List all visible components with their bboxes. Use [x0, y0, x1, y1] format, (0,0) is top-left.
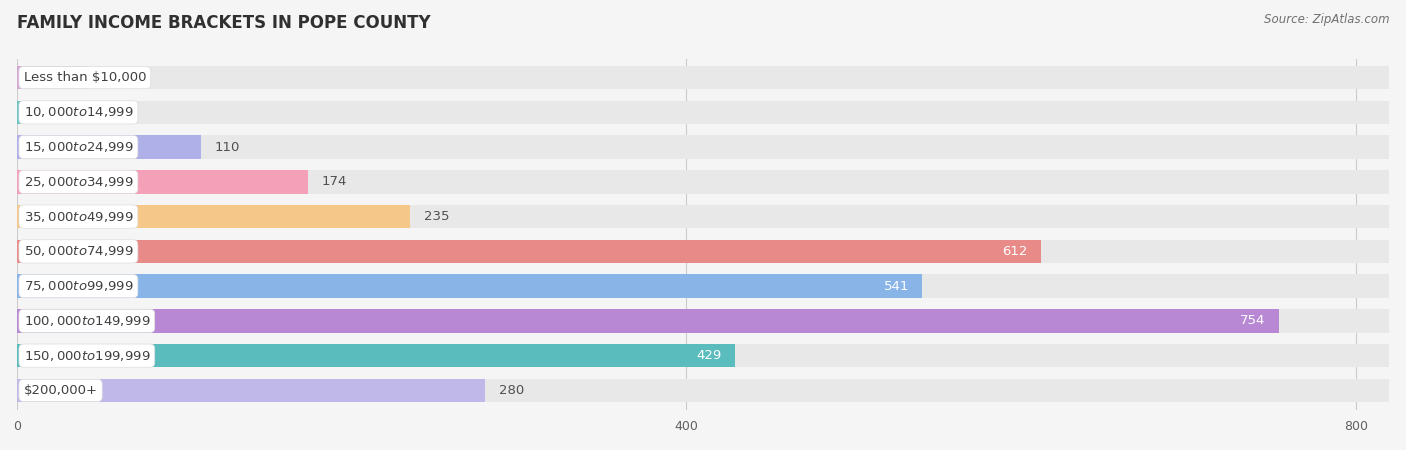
Text: 42: 42: [101, 71, 118, 84]
Text: 612: 612: [1002, 245, 1028, 258]
Text: 110: 110: [214, 140, 239, 153]
Text: $15,000 to $24,999: $15,000 to $24,999: [24, 140, 134, 154]
Bar: [17, 344, 735, 368]
Text: $75,000 to $99,999: $75,000 to $99,999: [24, 279, 134, 293]
Bar: [17, 378, 1389, 402]
Bar: [17, 344, 1389, 368]
Bar: [17, 274, 1389, 298]
Text: 754: 754: [1240, 315, 1265, 328]
Text: 45: 45: [105, 106, 122, 119]
Text: 429: 429: [696, 349, 721, 362]
Bar: [17, 309, 1278, 333]
Bar: [17, 135, 1389, 159]
Text: 174: 174: [322, 176, 347, 189]
Text: 235: 235: [423, 210, 449, 223]
Bar: [17, 239, 1040, 263]
Text: $35,000 to $49,999: $35,000 to $49,999: [24, 210, 134, 224]
Text: FAMILY INCOME BRACKETS IN POPE COUNTY: FAMILY INCOME BRACKETS IN POPE COUNTY: [17, 14, 430, 32]
Text: Less than $10,000: Less than $10,000: [24, 71, 146, 84]
Text: 541: 541: [883, 279, 908, 292]
Bar: [17, 135, 201, 159]
Text: Source: ZipAtlas.com: Source: ZipAtlas.com: [1264, 14, 1389, 27]
Text: $200,000+: $200,000+: [24, 384, 97, 397]
Bar: [17, 205, 411, 229]
Bar: [17, 66, 87, 90]
Bar: [17, 100, 1389, 124]
Bar: [17, 239, 1389, 263]
Bar: [17, 205, 1389, 229]
Bar: [17, 274, 922, 298]
Text: $10,000 to $14,999: $10,000 to $14,999: [24, 105, 134, 119]
Text: $25,000 to $34,999: $25,000 to $34,999: [24, 175, 134, 189]
Text: $150,000 to $199,999: $150,000 to $199,999: [24, 349, 150, 363]
Text: $50,000 to $74,999: $50,000 to $74,999: [24, 244, 134, 258]
Text: 280: 280: [499, 384, 524, 397]
Bar: [17, 309, 1389, 333]
Text: $100,000 to $149,999: $100,000 to $149,999: [24, 314, 150, 328]
Bar: [17, 170, 308, 194]
Bar: [17, 66, 1389, 90]
Bar: [17, 378, 485, 402]
Bar: [17, 170, 1389, 194]
Bar: [17, 100, 93, 124]
